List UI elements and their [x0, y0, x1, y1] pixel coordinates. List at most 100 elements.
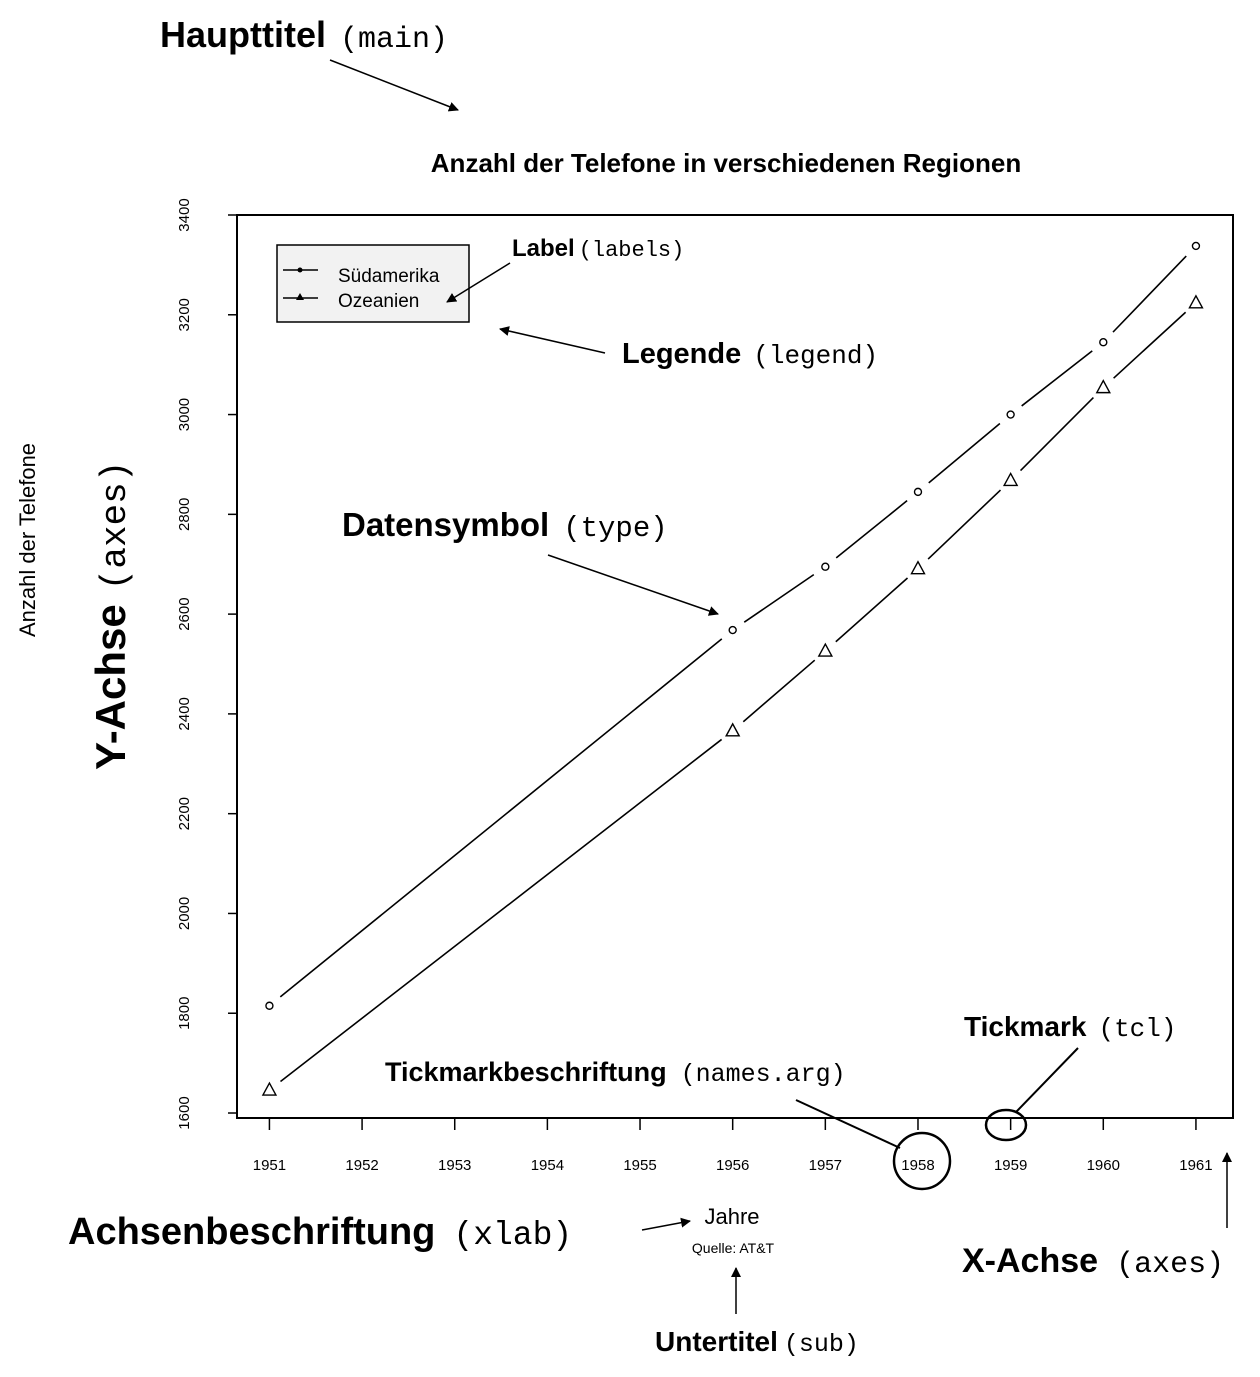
annotation-main-arrow [329, 59, 459, 112]
series-line-suedamerika [743, 573, 815, 623]
annotation-labels-arrow [446, 262, 511, 303]
legend-label-suedamerika: Südamerika [338, 266, 440, 287]
annotation-xaxis-code: (axes) [1116, 1248, 1224, 1282]
annotation-tcl-circle [984, 1108, 1028, 1142]
y-tick-label: 2200 [176, 797, 193, 830]
x-tick-label: 1959 [994, 1157, 1027, 1174]
annotation-yaxis-code: (axes) [95, 461, 136, 591]
annotation-xlab-label: Achsenbeschriftung [68, 1211, 435, 1253]
annotation-type: Datensymbol (type) [342, 506, 668, 545]
annotation-legend: Legende (legend) [622, 338, 878, 371]
annotation-labels-label: Label [512, 235, 575, 262]
chart-subtitle: Quelle: AT&T [692, 1240, 775, 1256]
annotation-type-arrow [547, 554, 719, 616]
annotation-yaxis: Y-Achse (axes) [87, 461, 136, 770]
y-axis: 1600 1800 2000 2200 2400 2600 2800 3000 3200 3400 [176, 198, 237, 1130]
annotation-main-label: Haupttitel [160, 14, 326, 55]
x-tick-label: 1952 [345, 1157, 378, 1174]
annotation-sub-label: Untertitel [655, 1326, 778, 1357]
annotation-tcl: Tickmark (tcl) [964, 1011, 1176, 1044]
x-axis-label: Jahre [704, 1204, 759, 1229]
annotation-main-code: (main) [340, 23, 448, 57]
plot-area [236, 214, 1234, 1119]
data-point-suedamerika [265, 1001, 274, 1010]
series-line-suedamerika [1112, 255, 1187, 333]
y-tick-label: 3200 [176, 298, 193, 331]
legend-box [276, 244, 470, 323]
chart-title: Anzahl der Telefone in verschiedenen Reg… [431, 148, 1021, 178]
series-line-ozeanien [1019, 396, 1094, 472]
y-tick-label: 2000 [176, 897, 193, 930]
series-layer [261, 241, 1204, 1096]
y-tick-label: 1600 [176, 1096, 193, 1129]
annotation-labels: Label (labels) [512, 235, 684, 263]
annotation-yaxis-label: Y-Achse [87, 604, 134, 770]
data-point-ozeanien [261, 1081, 278, 1096]
annotation-legend-label: Legende [622, 338, 741, 370]
x-tick-label: 1951 [253, 1157, 286, 1174]
x-tick-label: 1954 [531, 1157, 564, 1174]
x-tick-label: 1956 [716, 1157, 749, 1174]
data-point-suedamerika [1006, 410, 1015, 419]
annotation-tcl-code: (tcl) [1098, 1014, 1176, 1044]
annotation-tcl-line [1015, 1047, 1079, 1113]
data-point-suedamerika [728, 625, 737, 635]
series-line-ozeanien [742, 659, 816, 723]
y-tick-label: 3400 [176, 198, 193, 231]
legend-marker-suedamerika [297, 267, 303, 273]
data-point-ozeanien [1188, 294, 1204, 309]
y-tick-label: 2600 [176, 597, 193, 630]
annotation-legend-code: (legend) [753, 341, 878, 371]
x-tick-label: 1961 [1179, 1157, 1212, 1174]
annotation-names-line [795, 1099, 901, 1149]
y-tick-label: 1800 [176, 997, 193, 1030]
annotation-sub-code: (sub) [784, 1330, 859, 1359]
annotation-xaxis-label: X-Achse [962, 1242, 1098, 1280]
annotation-names-circle [892, 1131, 952, 1191]
x-tick-label: 1958 [901, 1157, 934, 1174]
data-point-ozeanien [1095, 379, 1111, 394]
legend-marker-ozeanien [296, 293, 304, 300]
annotation-xlab-arrow [641, 1217, 691, 1231]
series-line-ozeanien [1113, 311, 1187, 379]
series-line-suedamerika [835, 500, 908, 559]
annotation-main: Haupttitel (main) [160, 14, 448, 57]
y-tick-label: 3000 [176, 398, 193, 431]
annotation-tcl-label: Tickmark [964, 1011, 1087, 1042]
annotation-names: Tickmarkbeschriftung (names.arg) [385, 1057, 846, 1089]
annotation-xlab-code: (xlab) [453, 1217, 572, 1254]
legend-label-ozeanien: Ozeanien [338, 291, 419, 312]
annotation-type-label: Datensymbol [342, 506, 549, 543]
series-line-suedamerika [279, 638, 723, 998]
data-point-ozeanien [725, 722, 741, 737]
legend: Südamerika Ozeanien [276, 244, 470, 323]
series-line-ozeanien [280, 738, 723, 1083]
data-point-suedamerika [1099, 338, 1108, 347]
x-tick-label: 1960 [1087, 1157, 1120, 1174]
data-point-ozeanien [910, 560, 926, 575]
data-point-suedamerika [913, 487, 923, 497]
y-tick-label: 2800 [176, 498, 193, 531]
annotation-sub: Untertitel (sub) [655, 1326, 859, 1359]
series-line-ozeanien [927, 489, 1002, 560]
x-axis: 1951 1952 1953 1954 1955 1956 1957 1958 1959 1960… [253, 1118, 1213, 1174]
y-tick-label: 2400 [176, 697, 193, 730]
data-point-ozeanien [1002, 471, 1019, 487]
annotation-names-label: Tickmarkbeschriftung [385, 1057, 667, 1087]
data-point-suedamerika [821, 562, 830, 571]
annotation-names-code: (names.arg) [681, 1060, 846, 1089]
annotation-xlab: Achsenbeschriftung (xlab) [68, 1211, 572, 1254]
x-tick-label: 1957 [809, 1157, 842, 1174]
annotation-legend-arrow [499, 326, 606, 354]
x-tick-label: 1953 [438, 1157, 471, 1174]
y-axis-label: Anzahl der Telefone [15, 443, 40, 637]
series-line-suedamerika [928, 422, 1001, 484]
x-tick-label: 1955 [623, 1157, 656, 1174]
series-line-ozeanien [835, 577, 909, 643]
annotation-xaxis: X-Achse (axes) [962, 1242, 1224, 1282]
annotation-labels-code: (labels) [579, 238, 685, 263]
annotation-type-code: (type) [563, 512, 667, 545]
data-point-suedamerika [1191, 241, 1201, 251]
series-line-suedamerika [1021, 350, 1093, 407]
